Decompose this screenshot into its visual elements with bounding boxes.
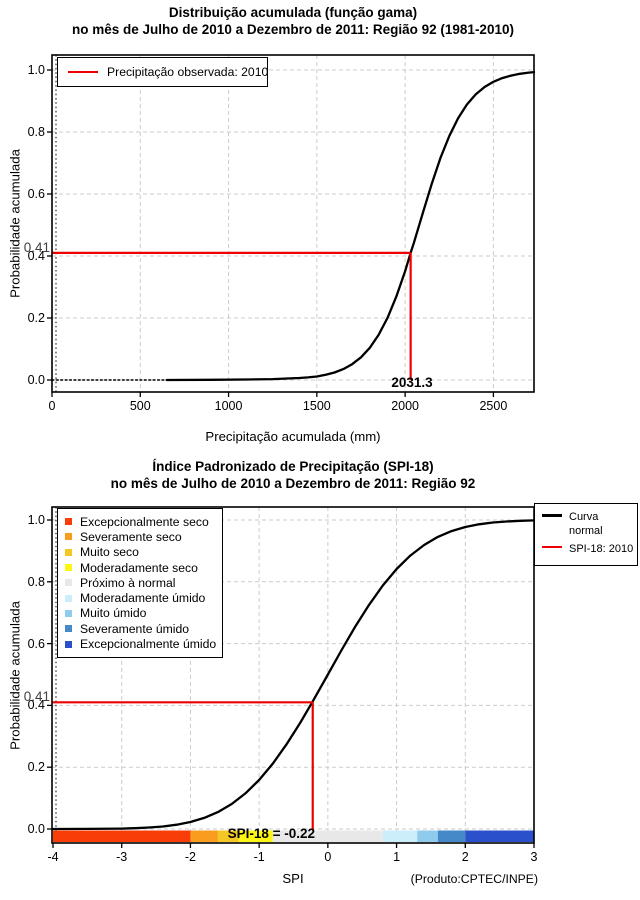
colorbar-segment (217, 830, 239, 842)
gamma-legend-box: Precipitação observada: 2010 (57, 57, 268, 87)
category-legend-item: Excepcionalmente úmido (65, 636, 222, 651)
y-tick-label: 0.4 (27, 698, 45, 713)
x-tick-label: 2000 (391, 399, 420, 413)
gamma-probability-marker-label: 0.41 (23, 240, 50, 255)
y-tick-label: 0.0 (27, 373, 45, 387)
colorbar-segment (417, 830, 438, 842)
colorbar-segment (382, 830, 418, 842)
category-color-swatch (65, 625, 72, 633)
category-legend-label: Severamente úmido (80, 621, 190, 636)
plot-box (51, 54, 535, 393)
x-tick-label: -1 (253, 850, 265, 864)
category-legend-item: Moderadamente seco (65, 560, 222, 575)
colorbar-segment (272, 830, 383, 842)
spi-chart-subtitle: no mês de Julho de 2010 a Dezembro de 20… (110, 476, 476, 491)
spi-value-marker-label: SPI-18 = -0.22 (227, 826, 315, 841)
category-color-swatch (65, 609, 72, 617)
category-color-swatch (65, 564, 72, 572)
spi-category-legend-box: Excepcionalmente seco Severamente seco Mui… (57, 508, 223, 658)
category-legend-label: Moderadamente úmido (80, 591, 206, 606)
curve-legend-label: Curva normal (569, 511, 603, 538)
colorbar-segment (437, 830, 466, 842)
product-credit: (Produto:CPTEC/INPE) (410, 872, 538, 886)
legend-line-swatch (68, 70, 98, 74)
category-legend-item: Moderadamente úmido (65, 590, 222, 605)
category-legend-label: Excepcionalmente seco (80, 514, 209, 529)
category-legend-item: Muito seco (65, 545, 222, 560)
x-tick-label: 0 (48, 399, 56, 413)
x-tick-label: 2 (461, 850, 469, 864)
colorbar-segment (465, 830, 534, 842)
category-color-swatch (65, 518, 72, 526)
category-color-swatch (65, 579, 72, 587)
curve-legend-item: Curva normal (542, 510, 633, 539)
category-legend-item: Severamente seco (65, 529, 222, 544)
x-tick-label: 1 (393, 850, 401, 864)
category-legend-item: Muito úmido (65, 606, 222, 621)
x-tick-label: 3 (530, 850, 538, 864)
x-tick-label: 500 (129, 399, 151, 413)
colorbar-segment (190, 830, 218, 842)
category-legend-label: Muito úmido (80, 606, 147, 621)
category-legend-label: Muito seco (80, 545, 139, 560)
category-legend-item: Excepcionalmente seco (65, 514, 222, 529)
curve-legend-item: SPI-18: 2010 (542, 542, 633, 556)
x-tick-label: 1000 (214, 399, 243, 413)
gamma-y-axis-label: Probabilidade acumulada (7, 149, 23, 298)
y-tick-label: 0.6 (27, 636, 45, 651)
curve-path (165, 70, 536, 382)
plot-box (51, 506, 535, 844)
category-legend-label: Moderadamente seco (80, 560, 198, 575)
spi-y-axis-label: Probabilidade acumulada (7, 601, 23, 750)
gamma-chart-title: Distribuição acumulada (função gama) (168, 5, 418, 20)
y-tick-label: 0.8 (27, 574, 45, 589)
x-tick-label: -2 (184, 850, 196, 864)
x-tick-label: 1500 (302, 399, 331, 413)
colorbar-segment (238, 830, 273, 842)
spi-x-axis-label: SPI (282, 871, 304, 886)
category-color-swatch (65, 594, 72, 602)
curve-legend-line-swatch (542, 545, 562, 549)
category-color-swatch (65, 548, 72, 556)
category-legend-label: Severamente seco (80, 529, 182, 544)
category-legend-label: Excepcionalmente úmido (80, 637, 217, 652)
spi-chart-title: Índice Padronizado de Precipitação (SPI-… (152, 459, 434, 474)
legend-item-label: Precipitação observada: 2010 (107, 65, 269, 79)
colorbar-segment (53, 830, 191, 842)
y-tick-label: 0.0 (27, 822, 45, 836)
x-tick-label: 0 (324, 850, 332, 864)
category-color-swatch (65, 533, 72, 541)
x-tick-label: -3 (116, 850, 128, 864)
legend-item: Precipitação observada: 2010 (68, 65, 268, 79)
y-tick-label: 0.8 (27, 125, 45, 139)
category-color-swatch (65, 640, 72, 648)
curve-legend-line-swatch (542, 514, 562, 517)
spi-probability-marker-label: 0.41 (23, 689, 50, 704)
y-tick-label: 1.0 (27, 513, 45, 527)
y-tick-label: 0.2 (27, 311, 45, 325)
x-tick-label: -4 (47, 850, 59, 864)
y-tick-label: 0.4 (27, 249, 45, 263)
category-legend-label: Próximo à normal (80, 575, 176, 590)
gamma-precipitation-marker-label: 2031.3 (391, 375, 433, 390)
y-tick-label: 0.2 (27, 760, 45, 775)
x-tick-label: 2500 (479, 399, 508, 413)
curve-legend-label: SPI-18: 2010 (569, 542, 634, 555)
gamma-x-axis-label: Precipitação acumulada (mm) (205, 429, 381, 444)
category-legend-item: Severamente úmido (65, 621, 222, 636)
y-tick-label: 1.0 (27, 63, 45, 77)
gamma-chart-subtitle: no mês de Julho de 2010 a Dezembro de 20… (72, 22, 514, 37)
y-tick-label: 0.6 (27, 187, 45, 201)
category-legend-item: Próximo à normal (65, 575, 222, 590)
spi-curve-legend-box: Curva normal SPI-18: 2010 (534, 503, 638, 566)
